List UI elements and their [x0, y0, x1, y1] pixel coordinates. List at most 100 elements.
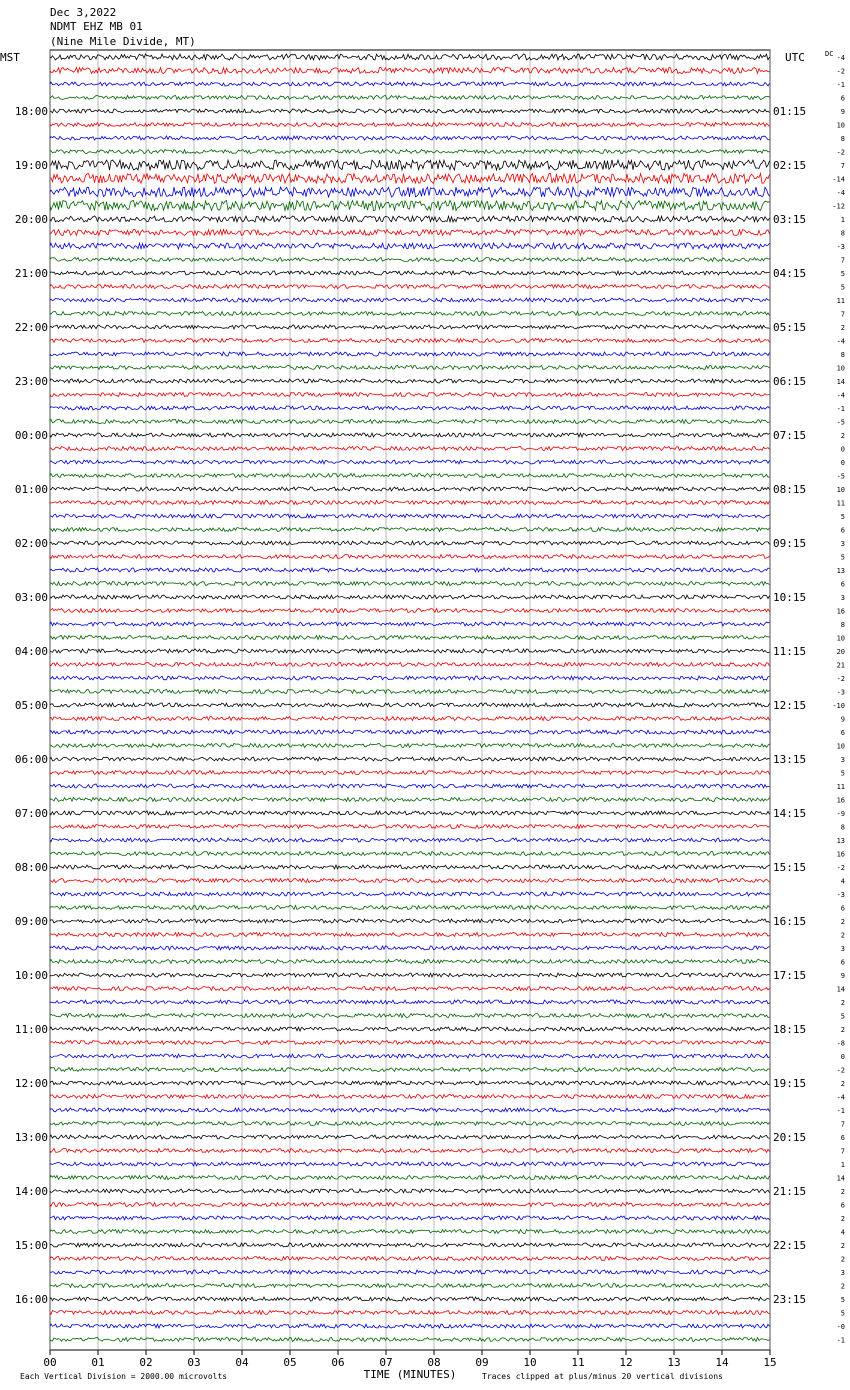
- left-time: 00:00: [15, 429, 48, 442]
- right-time: 04:15: [773, 267, 806, 280]
- dc-offset: -0: [837, 1323, 845, 1331]
- trace: [49, 1039, 770, 1046]
- dc-offset: 11: [837, 297, 845, 305]
- dc-offset: 0: [841, 1053, 845, 1061]
- trace: [49, 850, 770, 857]
- dc-offset: 8: [841, 351, 845, 359]
- x-tick-label: 06: [331, 1356, 344, 1369]
- dc-offset: 13: [837, 567, 845, 575]
- x-tick-label: 02: [139, 1356, 152, 1369]
- trace: [49, 823, 770, 830]
- right-time: 11:15: [773, 645, 806, 658]
- right-time: 01:15: [773, 105, 806, 118]
- trace: [49, 742, 770, 749]
- trace: [49, 891, 770, 897]
- left-time: 15:00: [15, 1239, 48, 1252]
- location: (Nine Mile Divide, MT): [50, 35, 196, 48]
- trace: [49, 864, 770, 871]
- trace: [49, 1201, 770, 1208]
- x-title: TIME (MINUTES): [364, 1368, 457, 1381]
- dc-offset: 2: [841, 999, 845, 1007]
- trace: [49, 445, 770, 452]
- trace: [49, 405, 770, 411]
- dc-offset: -4: [837, 189, 845, 197]
- dc-offset: 8: [841, 824, 845, 832]
- trace: [49, 472, 770, 479]
- trace: [50, 158, 770, 172]
- dc-offset: 16: [837, 851, 845, 859]
- trace: [49, 607, 770, 614]
- right-zone: UTC: [785, 51, 805, 64]
- trace: [49, 1093, 770, 1100]
- dc-offset: 2: [841, 1080, 845, 1088]
- dc-offset: 0: [841, 446, 845, 454]
- dc-offset: 10: [837, 122, 845, 130]
- dc-offset: -5: [837, 419, 845, 427]
- trace: [49, 648, 770, 654]
- right-time: 20:15: [773, 1131, 806, 1144]
- trace: [49, 364, 770, 371]
- dc-offset: -3: [837, 891, 845, 899]
- dc-offset: 10: [837, 365, 845, 373]
- trace: [49, 972, 770, 979]
- trace: [49, 94, 770, 101]
- dc-offset: 0: [841, 459, 845, 467]
- trace: [49, 1255, 770, 1262]
- footer-left: Each Vertical Division = 2000.00 microvo…: [20, 1372, 227, 1381]
- trace: [49, 1269, 770, 1276]
- dc-offset: 10: [837, 743, 845, 751]
- dc-offset: 21: [837, 662, 845, 670]
- right-time: 16:15: [773, 915, 806, 928]
- dc-offset: 4: [841, 878, 845, 886]
- trace: [49, 756, 770, 762]
- dc-offset: 1: [841, 216, 845, 224]
- right-time: 14:15: [773, 807, 806, 820]
- left-time: 04:00: [15, 645, 48, 658]
- dc-offset: 16: [837, 608, 845, 616]
- trace: [49, 553, 770, 560]
- left-time: 09:00: [15, 915, 48, 928]
- left-zone: MST: [0, 51, 20, 64]
- dc-offset: 6: [841, 1134, 845, 1142]
- right-time: 15:15: [773, 861, 806, 874]
- right-time: 18:15: [773, 1023, 806, 1036]
- dc-offset: 3: [841, 756, 845, 764]
- trace: [49, 904, 770, 911]
- x-tick-label: 03: [187, 1356, 200, 1369]
- trace: [49, 931, 770, 938]
- trace: [49, 297, 770, 303]
- dc-offset: 8: [841, 230, 845, 238]
- trace: [49, 796, 770, 803]
- dc-offset: 8: [841, 621, 845, 629]
- dc-offset: 14: [837, 1175, 845, 1183]
- x-tick-label: 14: [715, 1356, 729, 1369]
- right-time: 13:15: [773, 753, 806, 766]
- dc-offset: 6: [841, 1202, 845, 1210]
- trace: [49, 567, 770, 574]
- trace: [49, 1053, 770, 1059]
- dc-offset: 11: [837, 783, 845, 791]
- dc-offset: -12: [832, 203, 845, 211]
- trace: [49, 1161, 770, 1167]
- dc-offset: 4: [841, 1229, 845, 1237]
- left-time: 05:00: [15, 699, 48, 712]
- dc-offset: 7: [841, 1121, 845, 1129]
- trace: [49, 1174, 770, 1181]
- left-time: 21:00: [15, 267, 48, 280]
- dc-offset: 3: [841, 540, 845, 548]
- trace: [49, 1336, 770, 1343]
- dc-offset: -5: [837, 473, 845, 481]
- left-time: 07:00: [15, 807, 48, 820]
- dc-offset: -14: [832, 176, 845, 184]
- x-tick-label: 04: [235, 1356, 249, 1369]
- x-tick-label: 15: [763, 1356, 776, 1369]
- x-tick-label: 13: [667, 1356, 680, 1369]
- dc-offset: 7: [841, 1148, 845, 1156]
- trace: [49, 1107, 770, 1113]
- dc-offset: -2: [837, 68, 845, 76]
- trace: [49, 1080, 770, 1086]
- dc-offset: 16: [837, 797, 845, 805]
- left-time: 13:00: [15, 1131, 48, 1144]
- trace: [49, 1242, 770, 1248]
